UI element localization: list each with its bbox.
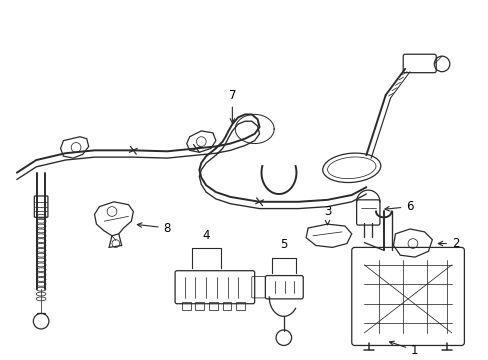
Text: 3: 3 (323, 205, 330, 225)
Text: 5: 5 (280, 238, 287, 251)
Text: 7: 7 (228, 89, 236, 123)
Text: 6: 6 (384, 200, 413, 213)
Text: 8: 8 (137, 221, 171, 234)
Text: 2: 2 (437, 237, 458, 250)
Text: 4: 4 (202, 229, 209, 242)
Text: 1: 1 (389, 341, 418, 357)
